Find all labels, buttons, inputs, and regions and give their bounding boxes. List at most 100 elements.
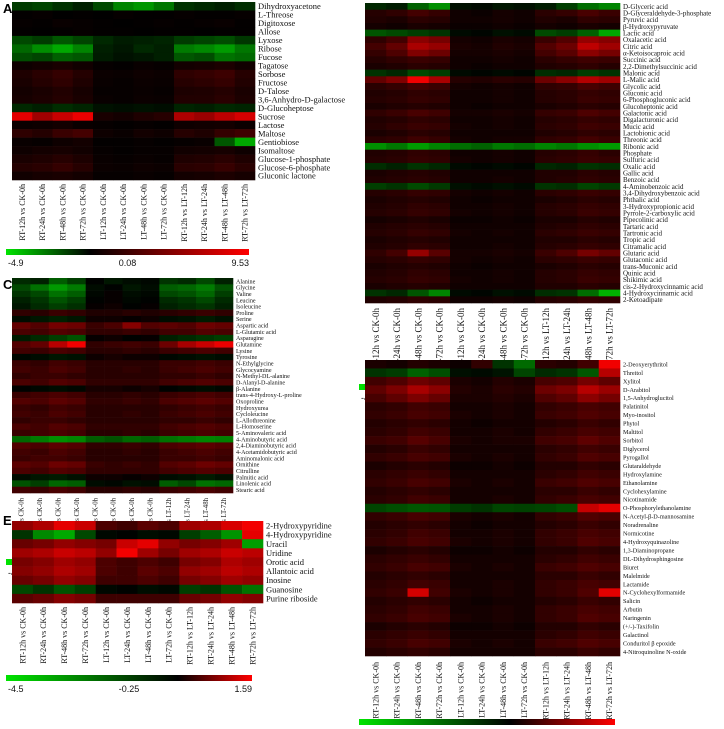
heatmap-cell bbox=[450, 83, 472, 90]
heatmap-cell bbox=[52, 112, 74, 121]
heatmap-cell bbox=[535, 444, 557, 454]
heatmap-cell bbox=[153, 171, 175, 181]
heatmap-cell bbox=[577, 9, 600, 17]
heatmap-cell bbox=[556, 478, 578, 488]
heatmap-cell bbox=[196, 398, 215, 405]
heatmap-cell bbox=[140, 391, 160, 399]
heatmap-cell bbox=[32, 69, 53, 79]
heatmap-cell bbox=[177, 448, 197, 456]
row-label: Succinic acid bbox=[623, 56, 661, 64]
heatmap-cell bbox=[513, 469, 536, 479]
heatmap-cell bbox=[450, 49, 472, 57]
heatmap-cell bbox=[513, 419, 536, 428]
column-label: LT-48h vs CK-0h bbox=[139, 184, 148, 240]
heatmap-cell bbox=[12, 137, 33, 147]
heatmap-cell bbox=[556, 444, 578, 454]
heatmap-cell bbox=[365, 296, 387, 304]
heatmap-cell bbox=[556, 16, 578, 24]
heatmap-cell bbox=[386, 529, 408, 538]
heatmap-cell bbox=[365, 402, 387, 412]
heatmap-cell bbox=[556, 109, 578, 117]
heatmap-cell bbox=[140, 366, 160, 374]
heatmap-cell bbox=[214, 120, 236, 130]
heatmap-cell bbox=[72, 2, 94, 11]
heatmap-cell bbox=[492, 512, 515, 521]
heatmap-cell bbox=[598, 605, 621, 615]
heatmap-cell bbox=[365, 116, 387, 124]
heatmap-cell bbox=[153, 78, 175, 88]
heatmap-cell bbox=[177, 284, 197, 291]
heatmap-cell bbox=[12, 69, 33, 79]
heatmap-cell bbox=[140, 322, 160, 329]
heatmap-cell bbox=[85, 385, 105, 393]
heatmap-cell bbox=[428, 216, 451, 224]
heatmap-cell bbox=[365, 136, 387, 144]
row-label: 4-Hydroxyquinazoline bbox=[623, 539, 679, 546]
heatmap-cell bbox=[32, 78, 53, 88]
heatmap-cell bbox=[140, 423, 160, 431]
heatmap-cell bbox=[32, 171, 53, 181]
heatmap-cell bbox=[556, 116, 578, 124]
heatmap-cell bbox=[122, 334, 142, 342]
heatmap-cell bbox=[535, 116, 557, 124]
heatmap-cell bbox=[450, 289, 472, 297]
heatmap-cell bbox=[535, 605, 557, 615]
heatmap-cell bbox=[74, 539, 96, 549]
row-label: cis-2-Hydroxycinnamic acid bbox=[623, 283, 703, 291]
heatmap-cell bbox=[386, 3, 408, 10]
heatmap-cell bbox=[556, 647, 578, 657]
heatmap-cell bbox=[32, 120, 53, 130]
heatmap-cell bbox=[535, 203, 557, 210]
heatmap-cell bbox=[72, 61, 94, 71]
heatmap-cell bbox=[428, 143, 451, 150]
heatmap-cell bbox=[214, 474, 234, 481]
heatmap-cell bbox=[598, 196, 621, 204]
heatmap-cell bbox=[556, 123, 578, 130]
heatmap-cell bbox=[200, 539, 222, 549]
heatmap-cell bbox=[30, 480, 50, 487]
heatmap-cell bbox=[177, 353, 197, 361]
heatmap-cell bbox=[67, 360, 86, 367]
heatmap-cell bbox=[407, 529, 430, 538]
heatmap-cell bbox=[386, 562, 408, 572]
heatmap-cell bbox=[386, 16, 408, 24]
heatmap-cell bbox=[471, 169, 493, 177]
heatmap-cell bbox=[428, 461, 451, 471]
heatmap-cell bbox=[598, 96, 621, 104]
row-label: Uracil bbox=[266, 539, 288, 549]
heatmap-cell bbox=[137, 557, 159, 567]
heatmap-cell bbox=[365, 368, 387, 378]
heatmap-cell bbox=[133, 44, 155, 54]
heatmap-cell bbox=[214, 78, 236, 88]
heatmap-cell bbox=[174, 95, 195, 105]
heatmap-cell bbox=[535, 562, 557, 572]
heatmap-cell bbox=[159, 309, 179, 317]
heatmap-cell bbox=[577, 36, 600, 44]
heatmap-cell bbox=[577, 478, 600, 488]
heatmap-cell bbox=[598, 393, 621, 403]
heatmap-cell bbox=[113, 35, 134, 45]
panel-b: D-Glyceric acidD-Glyceraldehyde-3-phosph… bbox=[359, 3, 711, 403]
heatmap-cell bbox=[598, 156, 621, 164]
heatmap-cell bbox=[72, 137, 94, 147]
heatmap-cell bbox=[140, 385, 160, 393]
heatmap-cell bbox=[158, 557, 180, 567]
heatmap-cell bbox=[535, 29, 557, 37]
heatmap-cell bbox=[450, 571, 472, 581]
heatmap-cell bbox=[577, 385, 600, 395]
heatmap-cell bbox=[598, 236, 621, 244]
panel-label-a: A bbox=[3, 1, 13, 16]
heatmap-cell bbox=[12, 548, 34, 558]
heatmap-cell bbox=[513, 196, 536, 204]
column-label: LT-72h vs CK-0h bbox=[520, 308, 530, 371]
heatmap-cell bbox=[53, 548, 76, 558]
heatmap-cell bbox=[471, 3, 493, 10]
heatmap-cell bbox=[471, 461, 493, 471]
heatmap-cell bbox=[104, 461, 123, 468]
heatmap-cell bbox=[214, 417, 234, 424]
heatmap-cell bbox=[67, 334, 86, 342]
heatmap-cell bbox=[214, 334, 234, 342]
heatmap-cell bbox=[174, 35, 195, 45]
heatmap-cell bbox=[428, 289, 451, 297]
heatmap-cell bbox=[48, 417, 68, 424]
